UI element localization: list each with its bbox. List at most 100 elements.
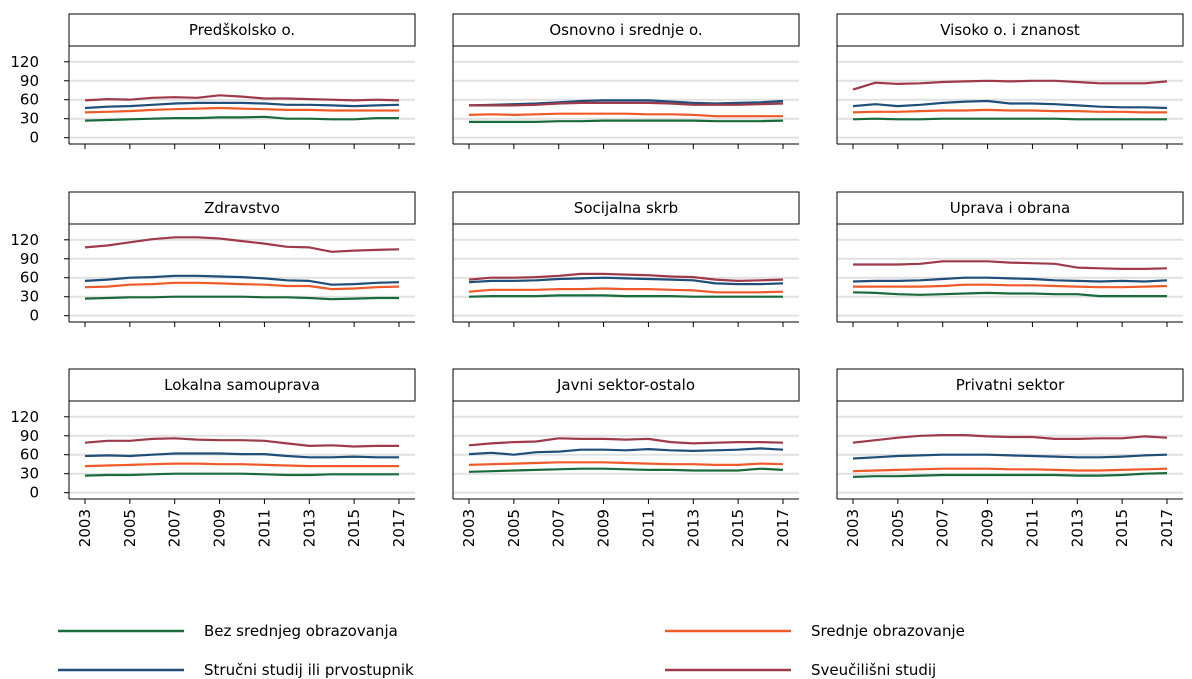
panel-title: Socijalna skrb [574,199,678,217]
panel-title: Zdravstvo [204,199,280,217]
panel-title: Uprava i obrana [950,199,1070,217]
x-tick-label: 2011 [639,509,657,547]
y-tick-label: 120 [10,408,39,426]
series-line-srednje [852,108,1167,114]
x-tick-label: 2015 [729,509,747,547]
legend: Bez srednjeg obrazovanja Srednje obrazova… [58,622,965,679]
x-tick-label: 2003 [76,509,94,547]
y-tick-label: 120 [10,53,39,71]
x-tick-label: 2009 [979,509,997,547]
x-tick-label: 2011 [1023,509,1041,547]
series-line-bez [468,294,783,298]
panel-title: Lokalna samouprava [164,376,320,394]
series-line-bez [84,472,399,477]
y-tick-label: 0 [29,129,39,147]
panel-title: Visoko o. i znanost [940,21,1080,39]
x-tick-label: 2017 [774,509,792,547]
x-tick-label: 2011 [255,509,273,547]
series-line-sveuc [84,437,399,448]
series-line-srednje [468,287,784,294]
panel-9: Privatni sektor 2003 2005 2007 2009 2011 2013 2… [836,368,1184,547]
x-tick-label: 2003 [460,509,478,547]
x-tick-label: 2017 [390,509,408,547]
plot-frame [836,223,1183,322]
x-tick-label: 2013 [1068,509,1086,547]
x-tick-label: 2015 [1113,509,1131,547]
series-line-srednje [468,112,783,118]
series-line-srednje [84,281,400,291]
y-tick-label: 0 [29,307,39,325]
x-tick-label: 2007 [934,509,952,547]
legend-label-strucni: Stručni studij ili prvostupnik [204,661,414,679]
panel-strip [452,191,800,225]
x-tick-label: 2005 [121,509,139,547]
series-line-srednje [84,106,399,114]
plot-frame [68,400,415,499]
series-line-sveuc [469,101,784,107]
panel-strip [836,191,1184,225]
y-tick-label: 60 [20,446,39,464]
plot-frame [452,45,799,144]
plot-frame [452,400,799,499]
plot-frame [452,223,799,322]
series-line-srednje [852,467,1168,473]
series-line-strucni [852,453,1168,460]
series-line-strucni [468,447,784,456]
series-line-srednje [84,462,399,468]
series-line-bez [852,472,1168,478]
legend-label-bez: Bez srednjeg obrazovanja [204,622,398,640]
panel-title: Osnovno i srednje o. [549,21,702,39]
plot-frame [68,223,415,322]
x-tick-label: 2015 [345,509,363,547]
panel-8: Javni sektor-ostalo 2003 2005 2007 2009 2011 2… [452,368,800,547]
legend-label-sveuc: Sveučilišni studij [811,661,936,679]
series-line-bez [84,115,399,122]
panel-5: Socijalna skrb [452,191,800,327]
x-tick-label: 2003 [844,509,862,547]
y-tick-label: 90 [20,72,39,90]
series-line-strucni [468,99,784,107]
series-line-bez [468,467,784,473]
panel-title: Javni sektor-ostalo [556,376,695,394]
y-tick-label: 30 [20,110,39,128]
x-tick-label: 2013 [300,509,318,547]
y-tick-label: 120 [10,231,39,249]
x-tick-label: 2005 [505,509,523,547]
panel-title: Predškolsko o. [189,21,295,39]
x-tick-label: 2007 [550,509,568,547]
y-tick-label: 60 [20,91,39,109]
panel-strip [836,368,1184,402]
panel-3: Visoko o. i znanost [836,13,1184,149]
series-line-bez [84,295,399,301]
series-line-srednje [853,283,1168,289]
panel-strip [68,13,416,47]
series-line-sveuc [84,94,400,102]
series-line-strucni [84,452,399,459]
plot-frame [68,45,415,144]
series-line-sveuc [853,260,1168,270]
x-tick-label: 2005 [889,509,907,547]
x-tick-label: 2017 [1158,509,1176,547]
series-line-strucni [84,274,400,286]
series-line-strucni [852,276,1168,283]
x-tick-label: 2007 [166,509,184,547]
y-tick-label: 90 [20,250,39,268]
panel-6: Uprava i obrana [836,191,1184,327]
series-line-bez [469,119,784,124]
series-line-sveuc [852,79,1168,91]
panel-2: Osnovno i srednje o. [452,13,800,149]
x-tick-label: 2013 [684,509,702,547]
series-line-sveuc [84,236,400,253]
series-line-sveuc [468,272,784,282]
plot-frame [836,400,1183,499]
series-line-bez [852,117,1167,121]
x-tick-label: 2009 [595,509,613,547]
series-line-sveuc [852,434,1168,444]
plot-frame [836,45,1183,144]
series-line-bez [852,291,1167,298]
y-tick-label: 30 [20,465,39,483]
